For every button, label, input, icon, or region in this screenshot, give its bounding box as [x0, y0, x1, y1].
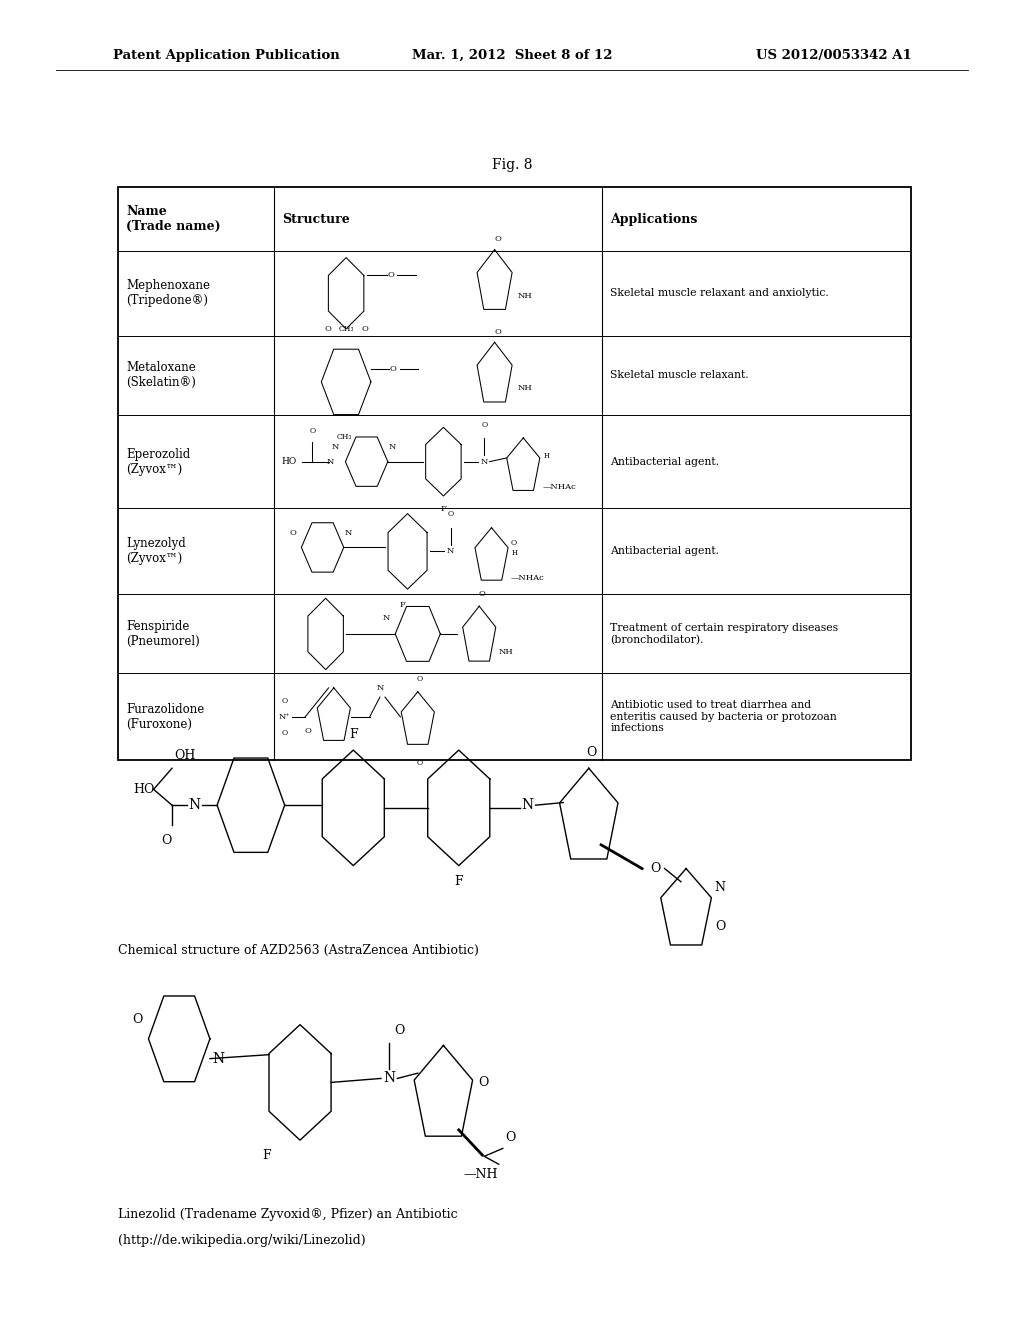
Text: O: O	[309, 428, 315, 436]
Text: O: O	[481, 421, 487, 429]
Text: F: F	[455, 875, 463, 888]
Text: Name
(Trade name): Name (Trade name)	[126, 205, 220, 234]
Text: O: O	[495, 327, 501, 335]
Text: F: F	[399, 601, 406, 609]
Text: N: N	[383, 1072, 395, 1085]
Bar	[118, 187, 911, 760]
Text: NH: NH	[517, 292, 531, 300]
Text: O: O	[282, 697, 288, 705]
Text: Metaloxane
(Skelatin®): Metaloxane (Skelatin®)	[126, 362, 196, 389]
Text: HO: HO	[282, 457, 297, 466]
Text: O: O	[479, 590, 485, 598]
Text: O: O	[325, 325, 331, 333]
Text: O: O	[290, 529, 296, 537]
Text: O: O	[587, 746, 597, 759]
Text: Linezolid (Tradename Zyvoxid®, Pfizer) an Antibiotic: Linezolid (Tradename Zyvoxid®, Pfizer) a…	[118, 1208, 458, 1221]
Text: Fig. 8: Fig. 8	[492, 158, 532, 172]
Text: CH₃: CH₃	[338, 325, 354, 333]
Text: Chemical structure of AZD2563 (AstraZencea Antibiotic): Chemical structure of AZD2563 (AstraZenc…	[118, 944, 478, 957]
Text: Treatment of certain respiratory diseases
(bronchodilator).: Treatment of certain respiratory disease…	[610, 623, 839, 645]
Text: F: F	[262, 1150, 271, 1163]
Text: N: N	[389, 444, 396, 451]
Text: N: N	[345, 529, 352, 537]
Text: N: N	[327, 458, 335, 466]
Text: CH₃: CH₃	[336, 433, 352, 441]
Text: H: H	[512, 549, 518, 557]
Text: Antibiotic used to treat diarrhea and
enteritis caused by bacteria or protozoan
: Antibiotic used to treat diarrhea and en…	[610, 701, 837, 734]
Text: —NHAc: —NHAc	[511, 574, 545, 582]
Text: O: O	[511, 540, 517, 548]
Text: O: O	[361, 325, 368, 333]
Text: O: O	[505, 1131, 515, 1144]
Text: N: N	[480, 458, 488, 466]
Text: Fenspiride
(Pneumorel): Fenspiride (Pneumorel)	[126, 620, 200, 648]
Text: F: F	[349, 727, 357, 741]
Text: Mephenoxane
(Tripedone®): Mephenoxane (Tripedone®)	[126, 280, 210, 308]
Text: HO: HO	[133, 783, 155, 796]
Text: N: N	[212, 1052, 224, 1065]
Text: OH: OH	[174, 748, 196, 762]
Text: N: N	[715, 880, 726, 894]
Text: O: O	[715, 920, 725, 933]
Text: N: N	[332, 444, 339, 451]
Text: O: O	[478, 1076, 488, 1089]
Text: NH: NH	[517, 384, 531, 392]
Text: F: F	[440, 506, 446, 513]
Text: Antibacterial agent.: Antibacterial agent.	[610, 457, 719, 467]
Text: O: O	[417, 759, 423, 767]
Text: O: O	[162, 834, 172, 847]
Text: Lynezolyd
(Zyvox™): Lynezolyd (Zyvox™)	[126, 537, 185, 565]
Text: O: O	[650, 862, 660, 875]
Text: Structure: Structure	[283, 213, 350, 226]
Text: N: N	[521, 799, 534, 812]
Text: (http://de.wikipedia.org/wiki/Linezolid): (http://de.wikipedia.org/wiki/Linezolid)	[118, 1234, 366, 1247]
Text: Skeletal muscle relaxant and anxiolytic.: Skeletal muscle relaxant and anxiolytic.	[610, 288, 829, 298]
Text: US 2012/0053342 A1: US 2012/0053342 A1	[756, 49, 911, 62]
Text: O: O	[394, 1024, 404, 1038]
Text: O: O	[447, 511, 454, 519]
Text: N: N	[446, 548, 455, 556]
Text: Furazolidone
(Furoxone): Furazolidone (Furoxone)	[126, 702, 204, 731]
Text: N: N	[376, 684, 384, 692]
Text: O: O	[495, 235, 501, 243]
Text: O: O	[388, 272, 394, 280]
Text: NH: NH	[499, 648, 513, 656]
Text: Mar. 1, 2012  Sheet 8 of 12: Mar. 1, 2012 Sheet 8 of 12	[412, 49, 612, 62]
Text: Eperozolid
(Zyvox™): Eperozolid (Zyvox™)	[126, 447, 190, 475]
Text: —NH: —NH	[464, 1168, 499, 1181]
Text: N: N	[383, 614, 390, 622]
Text: O: O	[132, 1012, 142, 1026]
Text: N: N	[188, 799, 201, 812]
Text: O: O	[417, 675, 423, 682]
Text: Antibacterial agent.: Antibacterial agent.	[610, 546, 719, 557]
Text: O: O	[390, 364, 397, 372]
Text: N⁺: N⁺	[279, 713, 291, 721]
Text: H: H	[544, 453, 550, 461]
Text: Patent Application Publication: Patent Application Publication	[113, 49, 339, 62]
Text: Skeletal muscle relaxant.: Skeletal muscle relaxant.	[610, 371, 749, 380]
Text: Applications: Applications	[610, 213, 697, 226]
Text: —NHAc: —NHAc	[543, 483, 577, 491]
Text: O: O	[304, 727, 311, 735]
Text: O: O	[282, 729, 288, 737]
